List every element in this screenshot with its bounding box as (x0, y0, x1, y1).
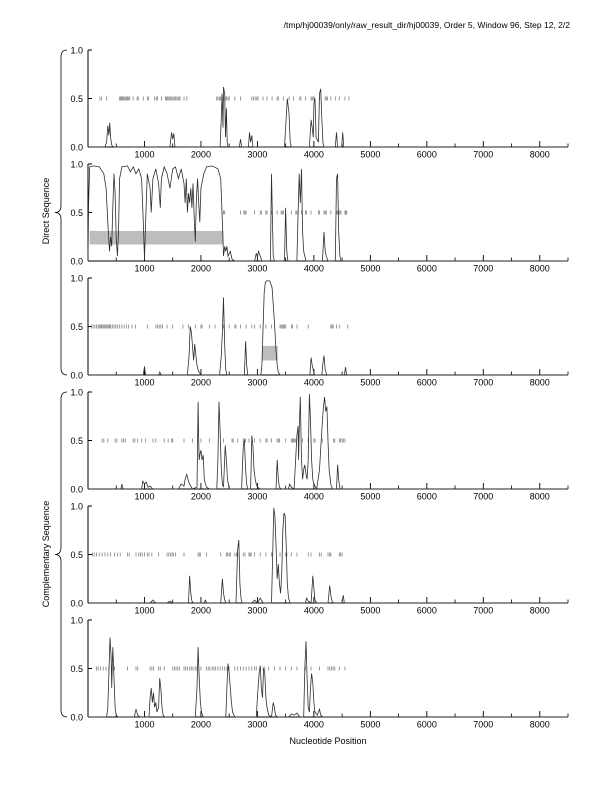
y-tick-label: 0.5 (70, 208, 83, 218)
x-tick-label: 3000 (247, 264, 267, 274)
x-tick-label: 5000 (360, 150, 380, 160)
x-tick-label: 3000 (247, 606, 267, 616)
y-tick-label: 0.0 (70, 713, 83, 723)
y-tick-label: 0.0 (70, 599, 83, 609)
x-tick-label: 6000 (417, 606, 437, 616)
direct-sequence-brace (54, 49, 68, 376)
x-tick-label: 4000 (304, 720, 324, 730)
x-tick-label: 4000 (304, 378, 324, 388)
x-tick-label: 8000 (530, 606, 550, 616)
x-tick-label: 4000 (304, 264, 324, 274)
y-tick-label: 0.5 (70, 322, 83, 332)
x-tick-label: 2000 (191, 150, 211, 160)
y-tick-label: 1.0 (70, 502, 83, 512)
y-tick-label: 0.5 (70, 436, 83, 446)
x-tick-label: 1000 (134, 606, 154, 616)
x-tick-label: 2000 (191, 264, 211, 274)
y-tick-label: 1.0 (70, 274, 83, 284)
x-tick-label: 1000 (134, 264, 154, 274)
y-tick-label: 0.5 (70, 550, 83, 560)
x-tick-label: 1000 (134, 378, 154, 388)
x-tick-label: 2000 (191, 720, 211, 730)
x-tick-label: 6000 (417, 492, 437, 502)
x-tick-label: 3000 (247, 720, 267, 730)
x-tick-label: 8000 (530, 492, 550, 502)
y-tick-label: 0.0 (70, 485, 83, 495)
y-tick-label: 1.0 (70, 388, 83, 398)
x-tick-label: 7000 (473, 492, 493, 502)
coding-probability-curve-direct-frame-2 (87, 165, 568, 262)
y-tick-label: 0.0 (70, 257, 83, 267)
x-tick-label: 7000 (473, 720, 493, 730)
x-tick-label: 8000 (530, 264, 550, 274)
coding-probability-curve-complementary-frame-2 (88, 507, 568, 604)
x-tick-label: 5000 (360, 720, 380, 730)
x-tick-label: 6000 (417, 150, 437, 160)
coding-probability-curve-complementary-frame-1 (88, 393, 568, 491)
predicted-gene-box (89, 230, 224, 245)
x-tick-label: 2000 (191, 492, 211, 502)
y-tick-label: 0.0 (70, 371, 83, 381)
x-tick-label: 5000 (360, 378, 380, 388)
x-tick-label: 5000 (360, 492, 380, 502)
coding-probability-curve-complementary-frame-3 (88, 637, 568, 718)
y-tick-label: 1.0 (70, 616, 83, 626)
x-tick-label: 2000 (191, 606, 211, 616)
x-tick-label: 6000 (417, 720, 437, 730)
x-tick-label: 5000 (360, 606, 380, 616)
x-axis-label: Nucleotide Position (289, 736, 367, 746)
y-tick-label: 0.0 (70, 143, 83, 153)
x-tick-label: 4000 (304, 492, 324, 502)
x-tick-label: 7000 (473, 378, 493, 388)
x-tick-label: 6000 (417, 264, 437, 274)
x-tick-label: 7000 (473, 150, 493, 160)
x-tick-label: 3000 (247, 492, 267, 502)
x-tick-label: 1000 (134, 720, 154, 730)
coding-probability-curve-direct-frame-3 (88, 280, 568, 376)
y-tick-label: 1.0 (70, 160, 83, 170)
coding-probability-curve-direct-frame-1 (88, 86, 568, 148)
y-tick-label: 0.5 (70, 664, 83, 674)
x-tick-label: 8000 (530, 378, 550, 388)
x-tick-label: 5000 (360, 264, 380, 274)
x-tick-label: 3000 (247, 378, 267, 388)
predicted-gene-box (261, 345, 278, 361)
y-tick-label: 0.5 (70, 94, 83, 104)
x-tick-label: 1000 (134, 150, 154, 160)
plot-title: /tmp/hj00039/only/raw_result_dir/hj00039… (283, 20, 570, 30)
x-tick-label: 8000 (530, 150, 550, 160)
complementary-sequence-brace (54, 391, 68, 718)
x-tick-label: 2000 (191, 378, 211, 388)
x-tick-label: 3000 (247, 150, 267, 160)
x-tick-label: 6000 (417, 378, 437, 388)
x-tick-label: 7000 (473, 264, 493, 274)
x-tick-label: 4000 (304, 150, 324, 160)
y-tick-label: 1.0 (70, 46, 83, 56)
x-tick-label: 1000 (134, 492, 154, 502)
x-tick-label: 8000 (530, 720, 550, 730)
x-tick-label: 7000 (473, 606, 493, 616)
x-tick-label: 4000 (304, 606, 324, 616)
